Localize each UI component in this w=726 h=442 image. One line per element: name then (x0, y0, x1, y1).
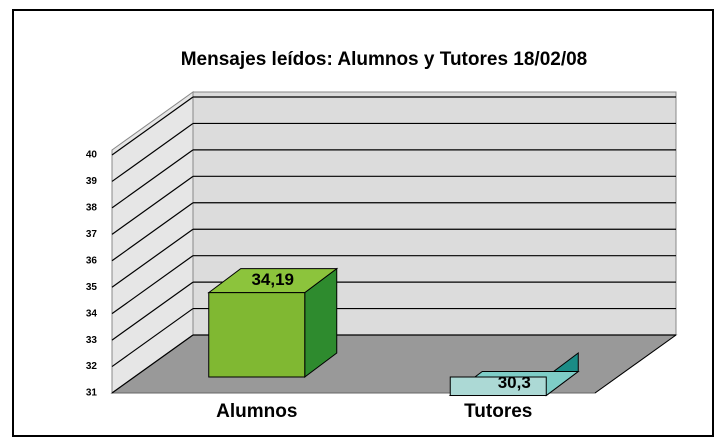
grid-line (111, 228, 194, 288)
y-tick-label: 36 (86, 255, 98, 266)
floor-edge (594, 334, 677, 394)
y-tick-label: 34 (86, 308, 98, 319)
grid-line (111, 202, 194, 262)
grid-line (111, 149, 194, 209)
x-tick-label: Alumnos (216, 401, 297, 422)
grid-line (111, 281, 194, 341)
y-tick-label: 33 (86, 335, 98, 346)
bar (449, 376, 547, 397)
grid-line (111, 334, 194, 394)
y-tick-label: 38 (86, 203, 98, 214)
data-label: 34,19 (251, 270, 294, 289)
chart-title: Mensajes leídos: Alumnos y Tutores 18/02… (181, 49, 588, 70)
y-tick-label: 35 (86, 282, 98, 293)
bar (208, 292, 306, 378)
x-tick-label: Tutores (464, 401, 532, 422)
y-tick-label: 32 (86, 361, 98, 372)
floor (110, 334, 678, 394)
grid-line (111, 122, 194, 182)
y-tick-label: 39 (86, 176, 98, 187)
grid-line (111, 255, 194, 315)
grid-line (111, 96, 194, 156)
data-label: 30,3 (498, 373, 531, 392)
y-tick-label: 37 (86, 229, 98, 240)
grid-line (111, 175, 194, 235)
y-tick-label: 31 (86, 388, 98, 399)
y-tick-label: 40 (86, 150, 98, 161)
grid-line (111, 308, 194, 368)
